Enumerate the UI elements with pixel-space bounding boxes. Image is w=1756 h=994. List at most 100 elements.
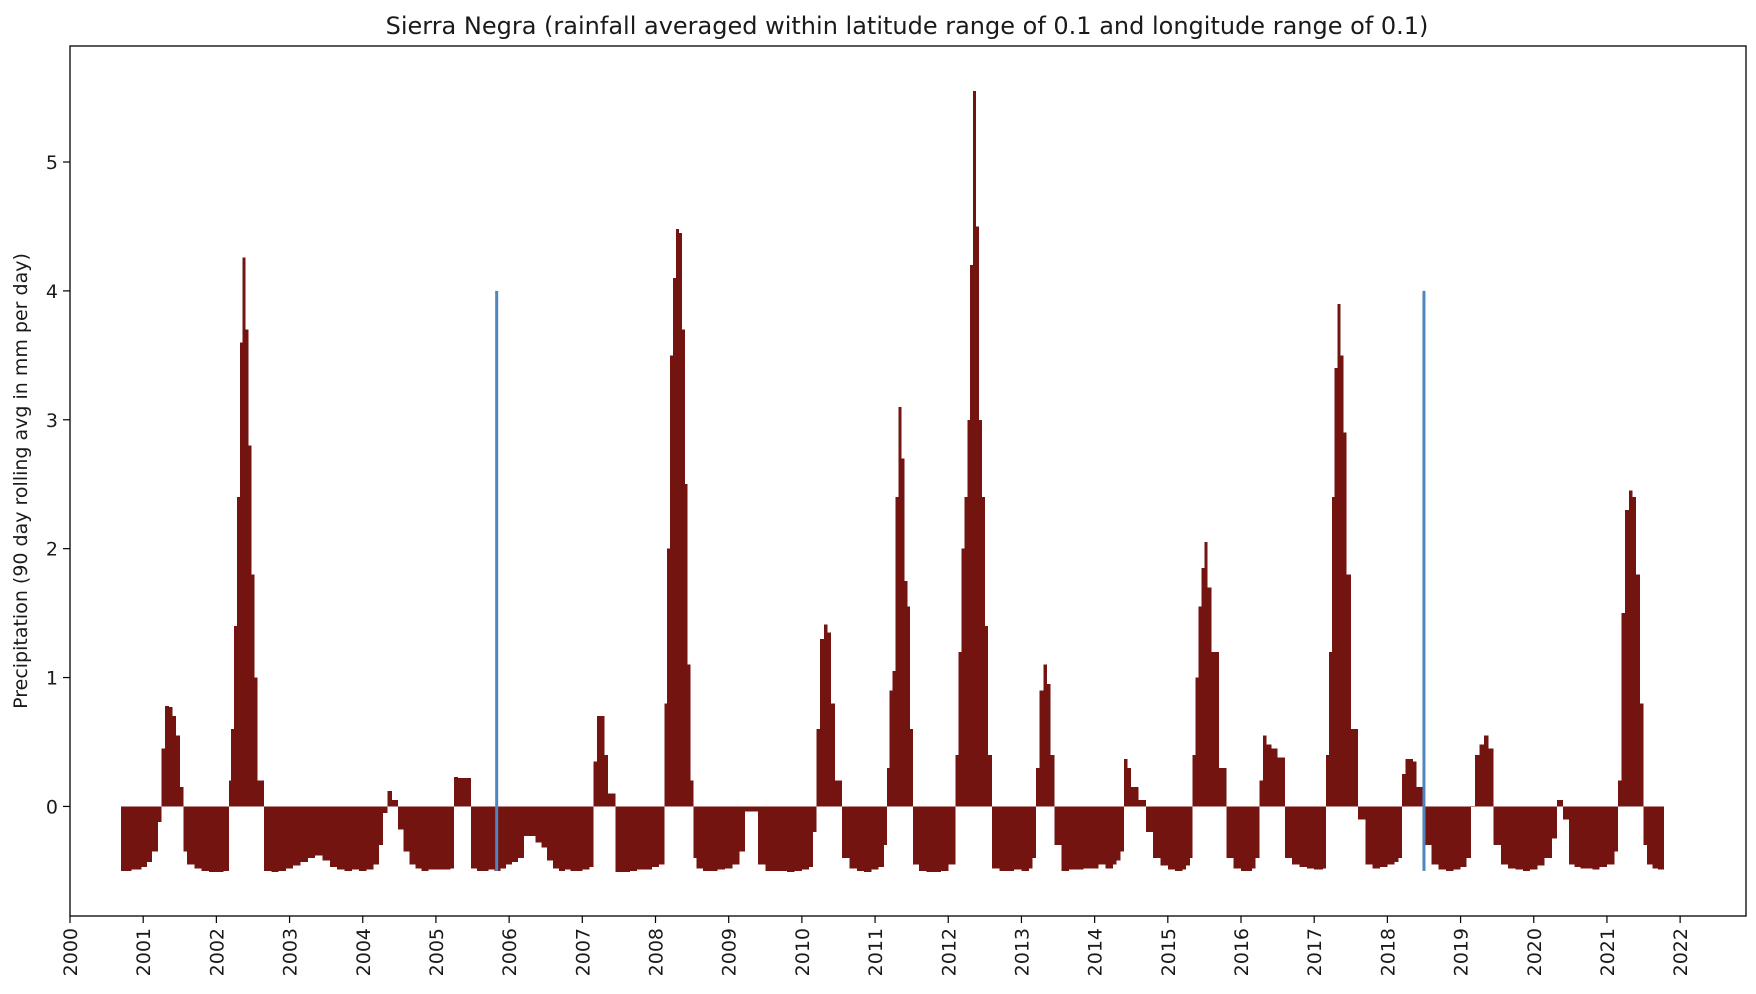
precipitation-bar (1266, 744, 1272, 807)
precipitation-bar (1636, 574, 1640, 807)
precipitation-bar (1479, 744, 1484, 807)
precipitation-bar (415, 806, 422, 869)
marker-lines (495, 290, 1426, 871)
precipitation-bar (693, 806, 697, 858)
precipitation-bar (1331, 497, 1335, 807)
precipitation-bar (1039, 690, 1044, 807)
precipitation-bar (883, 806, 887, 846)
precipitation-bar (644, 806, 652, 870)
precipitation-bar (450, 806, 455, 869)
precipitation-bar (926, 806, 934, 873)
precipitation-bar (1365, 806, 1373, 865)
precipitation-bar (987, 754, 993, 807)
precipitation-bar (732, 806, 740, 865)
x-tick-label: 2003 (280, 928, 302, 976)
precipitation-bar (183, 806, 188, 852)
precipitation-bar (1431, 806, 1439, 865)
precipitation-bar (582, 806, 590, 870)
precipitation-bar (251, 574, 255, 807)
precipitation-bar (772, 806, 780, 871)
precipitation-bar (999, 806, 1007, 871)
precipitation-bar (823, 624, 828, 807)
precipitation-bar (607, 793, 616, 807)
precipitation-bar (1175, 806, 1183, 871)
precipitation-bar (233, 626, 237, 807)
precipitation-bar (1500, 806, 1509, 865)
precipitation-bar (351, 806, 360, 870)
precipitation-bar (553, 806, 559, 869)
x-tick-label: 2015 (1158, 928, 1180, 976)
precipitation-bar (1145, 806, 1154, 833)
precipitation-bar (1160, 806, 1168, 866)
precipitation-bar (1207, 587, 1212, 807)
precipitation-bar (1006, 806, 1015, 871)
precipitation-bar (461, 778, 466, 807)
precipitation-bar (1552, 806, 1558, 839)
precipitation-bar (978, 419, 982, 807)
precipitation-bar (809, 806, 813, 868)
precipitation-bar (1204, 542, 1208, 807)
precipitation-bar (1262, 735, 1267, 807)
precipitation-bar (476, 806, 483, 871)
precipitation-bar (307, 806, 316, 858)
precipitation-bars (121, 91, 1665, 873)
precipitation-bar (710, 806, 718, 871)
precipitation-bar (910, 729, 914, 807)
precipitation-bar (933, 806, 941, 873)
precipitation-bar (1167, 806, 1176, 870)
precipitation-bar (1334, 368, 1338, 807)
precipitation-bar (1544, 806, 1553, 858)
precipitation-bar (1606, 806, 1615, 865)
precipitation-bar (1186, 806, 1190, 866)
precipitation-bar (1284, 806, 1293, 858)
precipitation-bar (696, 806, 704, 869)
precipitation-bar (541, 806, 548, 848)
precipitation-bar (1522, 806, 1531, 871)
precipitation-bar (1083, 806, 1091, 869)
precipitation-bar (1036, 767, 1040, 807)
precipitation-bar (984, 626, 988, 807)
precipitation-bar (465, 778, 472, 807)
precipitation-bar (1387, 806, 1395, 865)
precipitation-bar (596, 716, 601, 807)
precipitation-bar (373, 806, 379, 865)
x-axis: 2000 2001 2002 2003 2004 2005 2006 2007 2008 2009… (60, 916, 1692, 976)
precipitation-bar (615, 806, 623, 873)
precipitation-bar (1416, 787, 1424, 807)
precipitation-bar (1277, 757, 1285, 807)
precipitation-bar (1413, 761, 1417, 807)
precipitation-bar (816, 729, 821, 807)
precipitation-bar (1625, 510, 1629, 807)
precipitation-bar (961, 548, 965, 807)
precipitation-bar (387, 790, 393, 807)
precipitation-bar (257, 780, 264, 807)
precipitation-bar (801, 806, 810, 870)
precipitation-bar (194, 806, 202, 869)
x-tick-label: 2000 (60, 928, 82, 976)
precipitation-bar (687, 664, 691, 807)
precipitation-bar (1380, 806, 1388, 868)
precipitation-bar (1658, 806, 1665, 870)
precipitation-bar (242, 257, 246, 807)
precipitation-bar (397, 806, 404, 830)
precipitation-bar (717, 806, 726, 870)
precipitation-bar (529, 806, 536, 837)
precipitation-bar (1580, 806, 1587, 869)
precipitation-bar (1568, 806, 1575, 865)
precipitation-bar (161, 748, 166, 807)
x-tick-label: 2019 (1451, 928, 1473, 976)
precipitation-bar (651, 806, 660, 868)
precipitation-bar (248, 445, 252, 807)
precipitation-bar (913, 806, 919, 865)
precipitation-bar (948, 806, 956, 865)
precipitation-bar (523, 806, 530, 837)
precipitation-bar (570, 806, 577, 871)
precipitation-bar (1198, 606, 1202, 807)
precipitation-bar (1127, 767, 1132, 807)
x-tick-label: 2021 (1597, 928, 1619, 976)
x-tick-label: 2001 (133, 928, 155, 976)
precipitation-bar (895, 497, 899, 807)
precipitation-bar (1219, 767, 1227, 807)
precipitation-bar (589, 806, 594, 868)
precipitation-bar (285, 806, 294, 869)
